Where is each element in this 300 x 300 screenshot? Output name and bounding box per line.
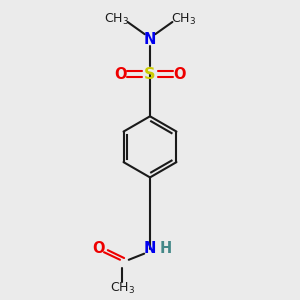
Text: N: N (144, 241, 156, 256)
Text: O: O (115, 67, 127, 82)
Text: N: N (144, 32, 156, 47)
Text: CH$_3$: CH$_3$ (104, 12, 129, 27)
Text: CH$_3$: CH$_3$ (171, 12, 196, 27)
Text: S: S (144, 67, 156, 82)
Text: CH$_3$: CH$_3$ (110, 281, 135, 296)
Text: H: H (160, 241, 172, 256)
Text: O: O (173, 67, 185, 82)
Text: O: O (92, 241, 104, 256)
